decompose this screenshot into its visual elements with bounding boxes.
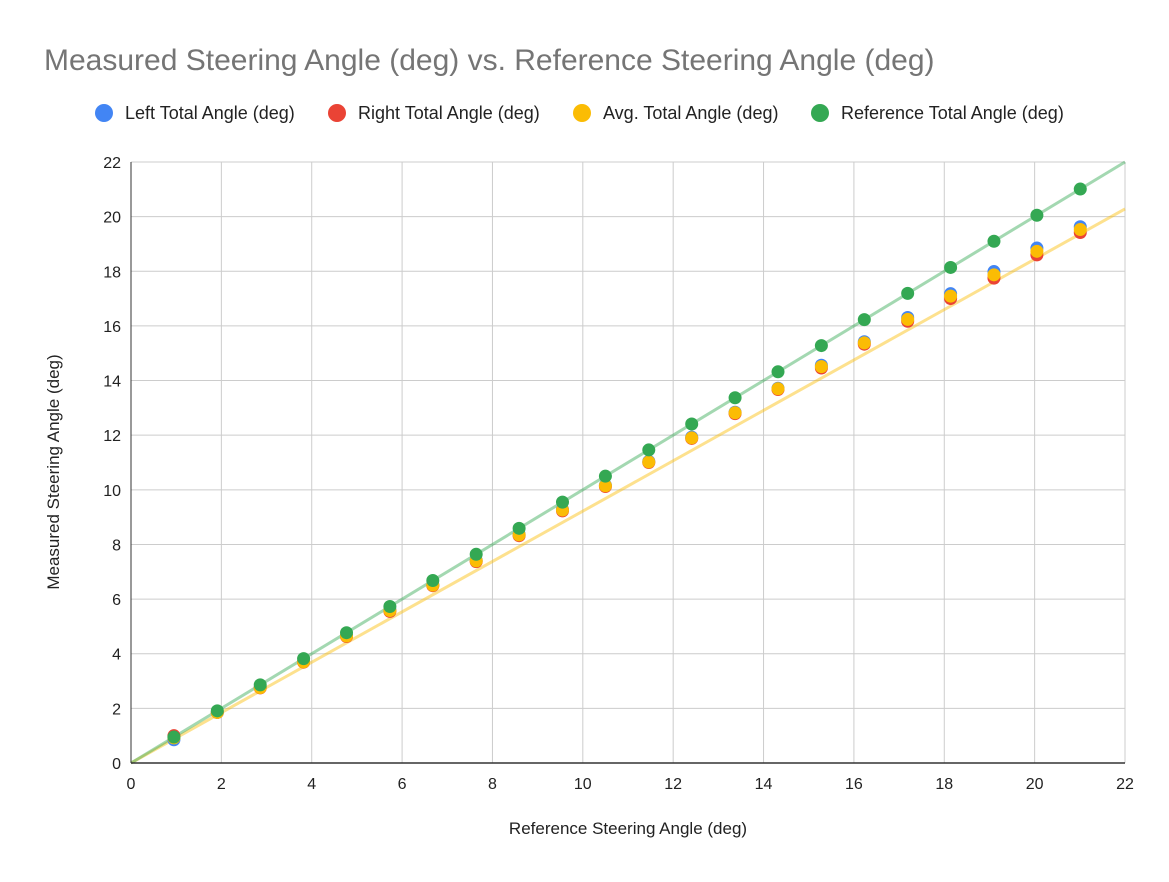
point-series3-20 [1030, 208, 1044, 222]
point-series3-19 [987, 234, 1001, 248]
y-axis-label: Measured Steering Angle (deg) [44, 354, 63, 589]
y-tick-label: 18 [103, 264, 121, 281]
legend-item: Avg. Total Angle (deg) [573, 103, 778, 123]
legend-marker [573, 104, 591, 122]
x-axis-ticks: 0 2 4 6 8 10 12 14 16 18 20 22 [127, 776, 1134, 793]
y-tick-label: 20 [103, 210, 121, 227]
point-series2-11 [642, 455, 656, 469]
y-tick-label: 16 [103, 319, 121, 336]
legend-marker [328, 104, 346, 122]
y-tick-label: 0 [112, 756, 121, 773]
trendline-1 [130, 160, 1126, 765]
x-tick-label: 16 [845, 776, 863, 793]
trendline-0 [130, 207, 1126, 765]
legend-marker [95, 104, 113, 122]
point-series3-13 [728, 391, 742, 405]
legend-label: Avg. Total Angle (deg) [603, 103, 778, 123]
point-series3-21 [1073, 182, 1087, 196]
x-tick-label: 18 [935, 776, 953, 793]
point-series2-12 [685, 431, 699, 445]
x-tick-label: 12 [664, 776, 682, 793]
x-tick-label: 20 [1026, 776, 1044, 793]
point-series3-2 [253, 678, 267, 692]
axes [130, 162, 1125, 764]
y-tick-label: 6 [112, 592, 121, 609]
data-points [167, 182, 1087, 747]
point-series3-9 [555, 495, 569, 509]
x-tick-label: 4 [307, 776, 316, 793]
point-series2-10 [598, 479, 612, 493]
legend-label: Right Total Angle (deg) [358, 103, 540, 123]
x-tick-label: 14 [755, 776, 773, 793]
y-tick-label: 14 [103, 374, 121, 391]
chart-title: Measured Steering Angle (deg) vs. Refere… [44, 44, 935, 77]
x-axis-label: Reference Steering Angle (deg) [509, 819, 747, 838]
point-series2-17 [901, 312, 915, 326]
x-tick-label: 0 [127, 776, 136, 793]
point-series2-18 [944, 289, 958, 303]
point-series3-0 [167, 730, 181, 744]
x-tick-label: 10 [574, 776, 592, 793]
point-series3-16 [857, 313, 871, 327]
point-series3-1 [210, 704, 224, 718]
legend-marker [811, 104, 829, 122]
y-axis-ticks: 0 2 4 6 8 10 12 14 16 18 20 22 [103, 155, 121, 773]
point-series3-3 [297, 652, 311, 666]
y-tick-label: 10 [103, 483, 121, 500]
point-series3-11 [642, 443, 656, 457]
legend-label: Reference Total Angle (deg) [841, 103, 1064, 123]
x-tick-label: 6 [398, 776, 407, 793]
point-series3-5 [383, 599, 397, 613]
trendlines [130, 160, 1126, 765]
y-tick-label: 2 [112, 701, 121, 718]
legend: Left Total Angle (deg) Right Total Angle … [95, 103, 1064, 123]
grid [131, 161, 1126, 763]
point-series3-7 [469, 547, 483, 561]
point-series2-15 [814, 360, 828, 374]
point-series3-15 [814, 339, 828, 353]
x-tick-label: 22 [1116, 776, 1134, 793]
point-series3-10 [598, 469, 612, 483]
point-series3-14 [771, 365, 785, 379]
point-series2-20 [1030, 244, 1044, 258]
legend-item: Reference Total Angle (deg) [811, 103, 1064, 123]
point-series3-8 [512, 521, 526, 535]
x-tick-label: 2 [217, 776, 226, 793]
legend-item: Right Total Angle (deg) [328, 103, 540, 123]
point-series2-13 [728, 406, 742, 420]
x-tick-label: 8 [488, 776, 497, 793]
y-tick-label: 8 [112, 537, 121, 554]
point-series2-21 [1073, 222, 1087, 236]
point-series2-19 [987, 268, 1001, 282]
y-tick-label: 12 [103, 428, 121, 445]
y-tick-label: 22 [103, 155, 121, 172]
point-series3-6 [426, 574, 440, 588]
legend-item: Left Total Angle (deg) [95, 103, 295, 123]
legend-label: Left Total Angle (deg) [125, 103, 295, 123]
point-series3-12 [685, 417, 699, 431]
point-series3-17 [901, 286, 915, 300]
point-series2-14 [771, 382, 785, 396]
y-tick-label: 4 [112, 647, 121, 664]
point-series3-4 [340, 626, 354, 640]
point-series2-16 [857, 336, 871, 350]
point-series3-18 [944, 260, 958, 274]
